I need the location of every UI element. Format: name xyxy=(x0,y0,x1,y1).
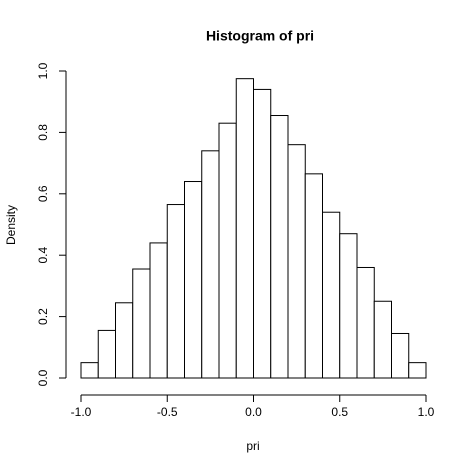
y-tick-label: 0.0 xyxy=(36,369,50,386)
bar xyxy=(149,242,168,379)
chart-title: Histogram of pri xyxy=(206,28,314,44)
x-tick-label: 1.0 xyxy=(418,405,435,419)
bar xyxy=(166,204,185,379)
bar xyxy=(339,233,358,379)
bar xyxy=(132,268,151,379)
bar xyxy=(322,211,341,379)
y-tick-label: 0.2 xyxy=(36,308,50,325)
bar xyxy=(184,181,203,379)
bar xyxy=(270,115,289,379)
x-tick-label: 0.0 xyxy=(245,405,262,419)
bar xyxy=(218,122,237,379)
bar xyxy=(408,362,427,379)
x-tick-label: -1.0 xyxy=(71,405,92,419)
y-tick-label: 0.4 xyxy=(36,247,50,264)
bar xyxy=(201,150,220,379)
x-axis-label: pri xyxy=(246,439,259,453)
bar xyxy=(235,78,254,379)
y-tick-label: 1.0 xyxy=(36,62,50,79)
bar xyxy=(304,173,323,379)
y-axis-label: Density xyxy=(4,205,18,245)
x-tick-label: -0.5 xyxy=(157,405,178,419)
bar xyxy=(97,329,116,379)
bar xyxy=(356,266,375,379)
bar xyxy=(373,300,392,379)
x-tick-label: 0.5 xyxy=(331,405,348,419)
bar xyxy=(253,88,272,379)
bar xyxy=(287,144,306,379)
y-tick-label: 0.8 xyxy=(36,124,50,141)
bar xyxy=(80,362,99,379)
bar xyxy=(115,302,134,379)
y-tick-label: 0.6 xyxy=(36,185,50,202)
bar xyxy=(391,332,410,379)
